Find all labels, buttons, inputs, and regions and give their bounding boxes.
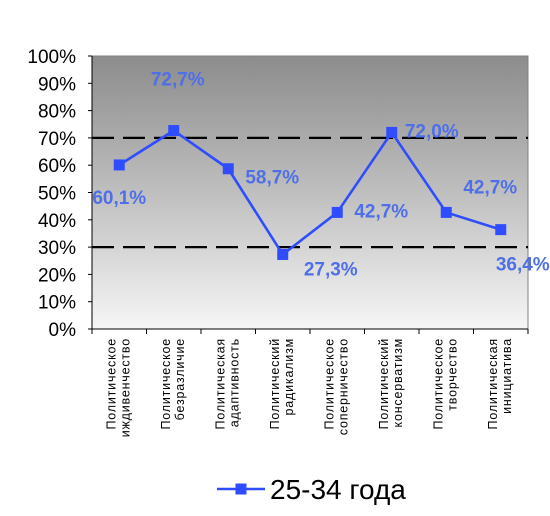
y-tick-label: 100%	[27, 47, 76, 68]
y-tick-label: 50%	[38, 184, 76, 205]
x-tick-label: Политическоебезразличие	[159, 338, 187, 429]
y-tick-label: 10%	[38, 293, 76, 314]
data-label: 58,7%	[245, 168, 299, 189]
x-tick-label: Политическаяадаптивность	[213, 338, 241, 429]
data-label: 42,7%	[354, 201, 408, 222]
y-tick-label: 90%	[38, 74, 76, 95]
y-axis: 0% 10% 20% 30% 40% 50% 60% 70% 80% 90% 100%	[27, 47, 93, 341]
data-label: 42,7%	[463, 177, 517, 198]
x-tick-label: Политическоесоперничество	[322, 338, 350, 435]
x-tick-label: Политическоеиждивенчество	[104, 338, 132, 437]
series-line	[118, 129, 502, 256]
x-tick-label: Политическийконсерватизм	[377, 338, 405, 429]
data-label: 72,7%	[151, 70, 205, 91]
data-label: 60,1%	[92, 188, 146, 209]
data-label: 36,4%	[496, 255, 550, 276]
data-point	[331, 206, 343, 218]
data-point	[440, 206, 452, 218]
data-point	[495, 224, 507, 236]
y-tick-label: 80%	[38, 102, 76, 123]
plot-area	[91, 55, 529, 330]
legend-label: 25-34 года	[270, 474, 406, 505]
y-tick-label: 40%	[38, 211, 76, 232]
legend-marker	[235, 483, 247, 495]
data-point	[222, 163, 234, 175]
series-25-34	[113, 125, 507, 260]
y-tick-label: 20%	[38, 265, 76, 286]
data-point	[386, 126, 398, 138]
data-point	[277, 248, 289, 260]
y-tick-label: 60%	[38, 156, 76, 177]
data-point	[113, 159, 125, 171]
y-tick-label: 70%	[38, 129, 76, 150]
data-label: 72,0%	[405, 121, 459, 142]
y-tick-label: 0%	[49, 320, 77, 341]
x-tick-label: Политическийрадикализм	[268, 338, 296, 429]
y-tick-label: 30%	[38, 238, 76, 259]
x-tick-label: Политическоетворчество	[431, 338, 459, 429]
x-axis: Политическоеиждивенчество Политическоебез…	[91, 328, 529, 437]
data-labels: 60,1% 72,7% 58,7% 27,3% 42,7% 72,0% 42,7% 36,4%	[92, 70, 549, 281]
reference-lines	[92, 136, 528, 249]
data-label: 27,3%	[304, 259, 358, 280]
data-point	[168, 125, 180, 137]
legend: 25-34 года	[217, 474, 406, 505]
x-tick-label: Политическаяинициатива	[486, 338, 514, 429]
